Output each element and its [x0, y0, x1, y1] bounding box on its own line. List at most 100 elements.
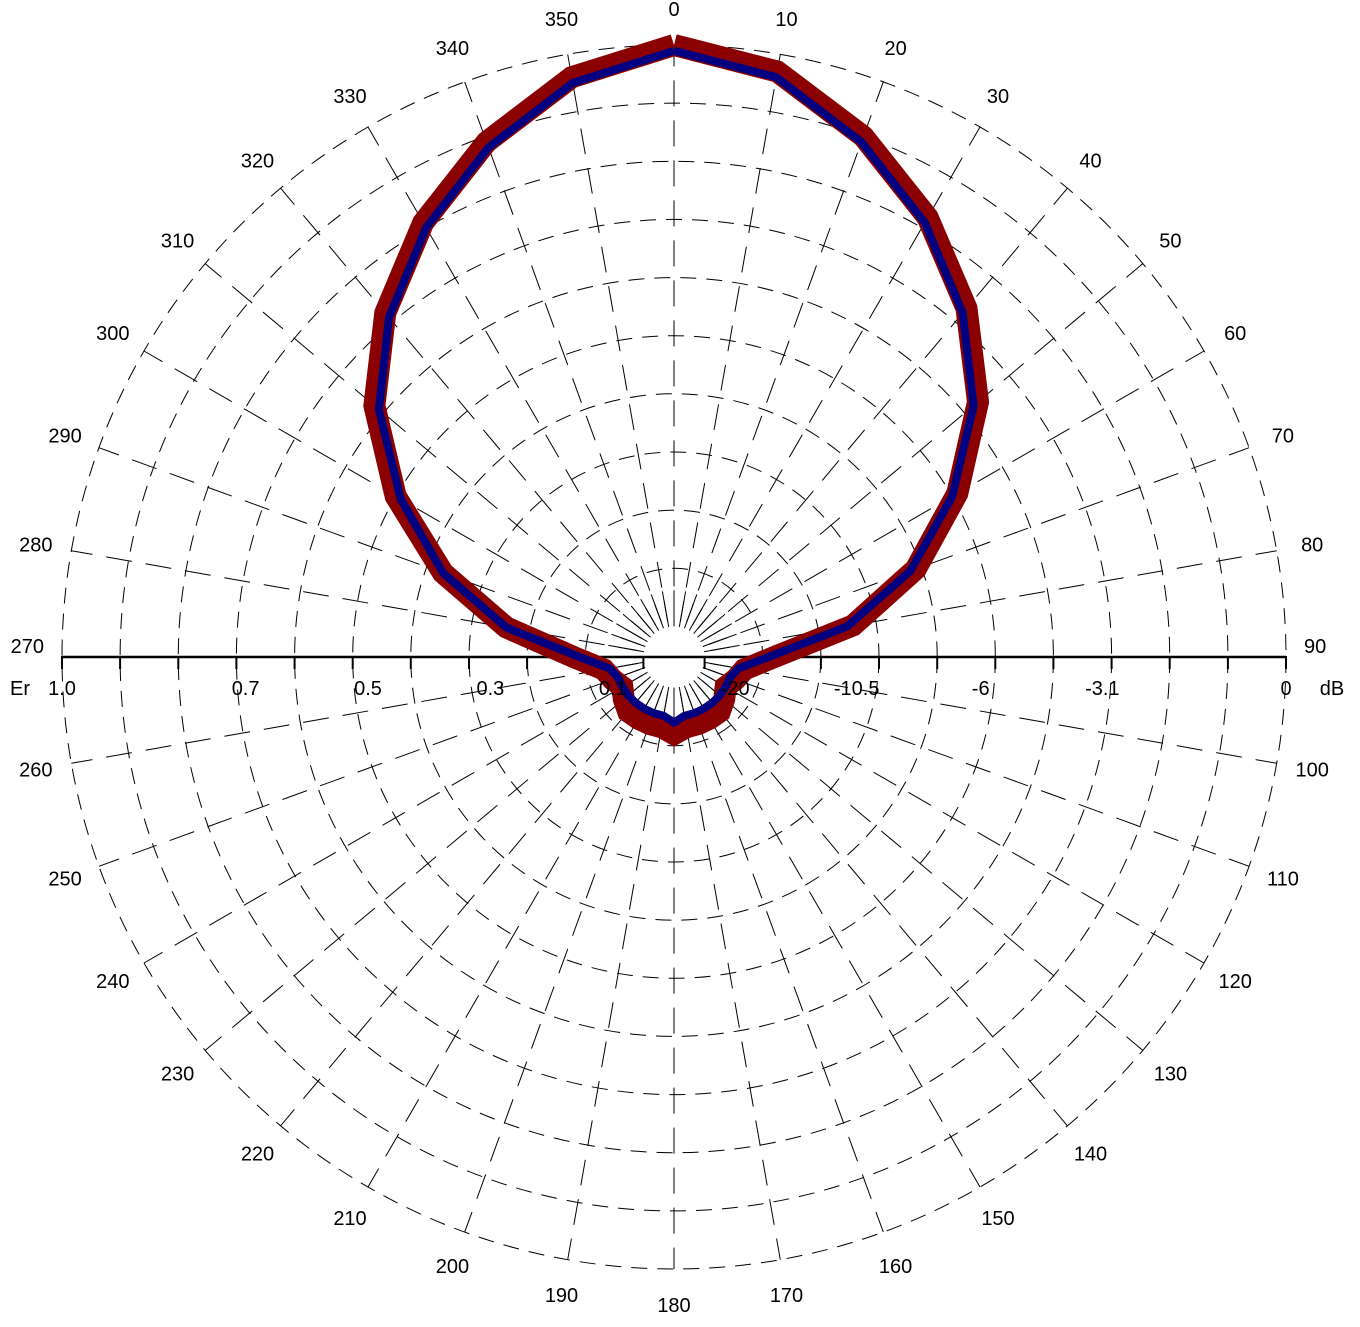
grid-spoke — [688, 683, 981, 1188]
angle-label: 210 — [333, 1208, 366, 1230]
grid-spoke — [697, 263, 1144, 638]
radial-right-tick-label: -10.5 — [834, 678, 880, 700]
radial-right-tick-label: -20 — [721, 678, 750, 700]
angle-label: 240 — [96, 971, 129, 993]
grid-spoke — [567, 54, 670, 627]
radial-left-tick-label: 1.0 — [48, 678, 76, 700]
pattern-series — [363, 34, 990, 747]
grid-spoke — [693, 187, 1068, 634]
radial-right-unit-label: dB — [1320, 678, 1344, 700]
inner-tick — [679, 591, 687, 622]
angle-label: 130 — [1154, 1064, 1187, 1086]
angle-label: 0 — [668, 0, 679, 21]
angle-label: 100 — [1296, 760, 1329, 782]
inner-tick — [640, 599, 657, 626]
angle-label: 140 — [1074, 1143, 1107, 1165]
grid-spoke — [71, 550, 644, 653]
angle-label: 340 — [436, 38, 469, 60]
angle-label: 320 — [241, 151, 274, 173]
grid-spoke — [678, 54, 781, 627]
radial-left-tick-label: 0.7 — [232, 678, 260, 700]
angle-label: 220 — [241, 1143, 274, 1165]
grid-spoke — [688, 126, 981, 631]
grid-spoke — [684, 685, 884, 1233]
angle-label: 40 — [1079, 151, 1101, 173]
series-line-1 — [363, 34, 990, 747]
angle-label: 110 — [1267, 869, 1299, 891]
inner-tick — [608, 644, 639, 652]
angle-label: 350 — [545, 9, 578, 31]
inner-tick — [622, 613, 647, 634]
inner-tick — [650, 594, 662, 623]
angle-label: 170 — [770, 1285, 803, 1307]
inner-tick — [705, 623, 732, 640]
grid-spoke — [464, 81, 664, 629]
angle-label: 150 — [981, 1208, 1014, 1230]
grid-spoke — [143, 671, 648, 964]
inner-tick — [661, 591, 669, 622]
grid-spoke — [204, 263, 651, 638]
radial-right-tick-label: -3.1 — [1085, 678, 1119, 700]
inner-tick — [686, 594, 698, 623]
angle-label: 280 — [19, 535, 52, 557]
grid-spoke — [678, 687, 781, 1260]
grid-spoke — [684, 81, 884, 629]
grid-spoke — [702, 447, 1250, 647]
angle-label: 270 — [11, 636, 44, 658]
chart-labels: 0 10 20 30 40 50 60 70 80 90 100 110 120 130 140 150 160… — [10, 0, 1344, 1317]
angle-label: 200 — [436, 1256, 469, 1278]
angle-label: 300 — [96, 323, 129, 345]
grid-spoke — [702, 667, 1250, 867]
angle-label: 80 — [1301, 535, 1323, 557]
angle-label: 10 — [775, 9, 797, 31]
inner-tick — [709, 644, 740, 652]
grid-spoke — [280, 680, 655, 1127]
series-line-2 — [374, 46, 978, 728]
angle-label: 120 — [1219, 971, 1252, 993]
angle-label: 190 — [545, 1285, 578, 1307]
angle-label: 30 — [987, 86, 1009, 108]
radial-left-tick-label: 0.5 — [354, 678, 382, 700]
angle-label: 50 — [1159, 231, 1181, 253]
grid-spoke — [98, 667, 646, 867]
angle-label: 20 — [884, 38, 906, 60]
radial-left-tick-label: 0.3 — [476, 678, 504, 700]
inner-tick — [708, 633, 737, 645]
grid-spoke — [700, 671, 1205, 964]
radial-left-tick-label: 0.1 — [599, 678, 627, 700]
inner-tick — [630, 605, 651, 630]
angle-label: 180 — [657, 1295, 690, 1317]
grid-spoke — [693, 680, 1068, 1127]
angle-label: 70 — [1272, 425, 1294, 447]
inner-tick — [697, 605, 718, 630]
radial-right-tick-label: 0 — [1280, 678, 1291, 700]
angle-label: 330 — [333, 86, 366, 108]
inner-tick — [691, 599, 708, 626]
grid-spoke — [367, 683, 660, 1188]
grid-spoke — [98, 447, 646, 647]
grid-spoke — [464, 685, 664, 1233]
angle-label: 260 — [19, 760, 52, 782]
horizontal-axis — [61, 655, 1287, 669]
grid-spoke — [71, 661, 644, 764]
angle-label: 310 — [161, 231, 194, 253]
grid-spoke — [697, 676, 1144, 1051]
grid-spoke — [204, 676, 651, 1051]
grid-spoke — [704, 661, 1277, 764]
angle-label: 250 — [48, 869, 81, 891]
grid-spoke — [704, 550, 1277, 653]
angle-label: 60 — [1224, 323, 1246, 345]
angle-label: 290 — [48, 425, 81, 447]
grid-spoke — [367, 126, 660, 631]
inner-tick — [616, 623, 643, 640]
angle-label: 160 — [879, 1256, 912, 1278]
inner-tick — [611, 633, 640, 645]
radial-left-axis-label: Er — [10, 678, 30, 700]
angle-label: 90 — [1304, 636, 1326, 658]
grid-spoke — [280, 187, 655, 634]
grid-spoke — [567, 687, 670, 1260]
inner-tick — [701, 613, 726, 634]
radial-right-tick-label: -6 — [972, 678, 990, 700]
angle-label: 230 — [161, 1064, 194, 1086]
